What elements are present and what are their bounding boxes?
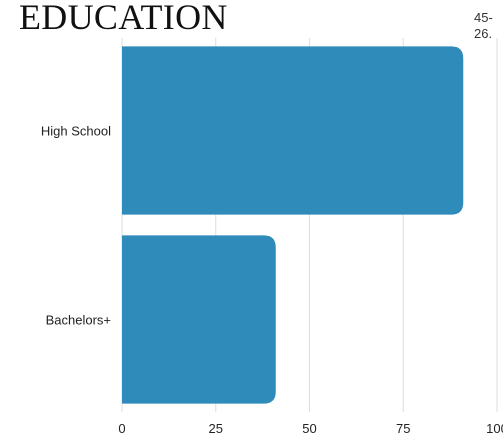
side-note-line-2: 26. xyxy=(474,26,493,41)
bars xyxy=(122,46,464,404)
chart-title: EDUCATION xyxy=(19,0,228,37)
x-tick-label-0: 0 xyxy=(118,421,125,435)
x-tick-labels: 0 25 50 75 100 xyxy=(118,421,503,435)
side-note-line-1: 45- xyxy=(474,10,493,25)
x-tick-label-25: 25 xyxy=(209,421,223,435)
x-tick-label-50: 50 xyxy=(302,421,316,435)
x-tick-label-75: 75 xyxy=(396,421,410,435)
category-label-high-school: High School xyxy=(41,124,111,139)
side-note: 45- 26. xyxy=(474,10,493,42)
category-label-bachelors: Bachelors+ xyxy=(46,313,111,328)
bar-high-school xyxy=(122,46,464,215)
category-labels: High School Bachelors+ xyxy=(41,124,111,328)
x-tick-label-100: 100 xyxy=(486,421,503,435)
bar-bachelors xyxy=(122,235,276,404)
